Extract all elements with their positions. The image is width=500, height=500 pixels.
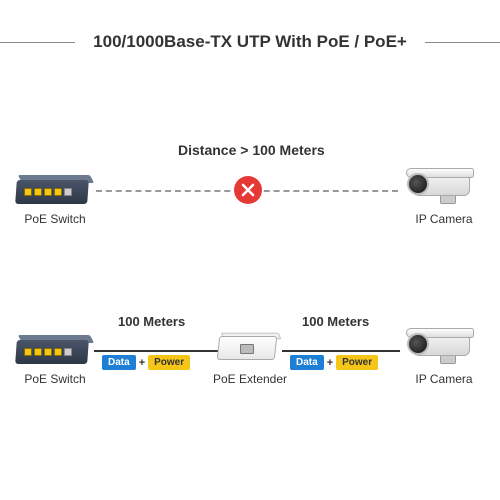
- diagram-title-row: 100/1000Base-TX UTP With PoE / PoE+: [0, 32, 500, 52]
- power-badge: Power: [148, 355, 190, 370]
- data-badge: Data: [290, 355, 324, 370]
- diagram-title: 100/1000Base-TX UTP With PoE / PoE+: [75, 32, 425, 52]
- plus-icon: +: [324, 357, 336, 369]
- distance-label: Distance > 100 Meters: [178, 142, 325, 158]
- poe-extender-icon: [218, 332, 282, 368]
- poe-extender-label: PoE Extender: [208, 372, 292, 386]
- segment-right-label: 100 Meters: [302, 314, 369, 329]
- segment-left-label: 100 Meters: [118, 314, 185, 329]
- poe-switch-icon: [16, 174, 94, 206]
- poe-switch-label: PoE Switch: [10, 212, 100, 226]
- ip-camera-label: IP Camera: [404, 372, 484, 386]
- ip-camera-icon: [400, 164, 478, 208]
- title-rule-left: [0, 42, 75, 43]
- ip-camera-icon: [400, 324, 478, 368]
- data-power-badges-right: Data+Power: [290, 354, 378, 372]
- cable-left: [94, 350, 218, 352]
- poe-switch-label: PoE Switch: [10, 372, 100, 386]
- cable-right: [282, 350, 400, 352]
- data-power-badges-left: Data+Power: [102, 354, 190, 372]
- fail-x-icon: [234, 176, 262, 204]
- plus-icon: +: [136, 357, 148, 369]
- power-badge: Power: [336, 355, 378, 370]
- poe-switch-icon: [16, 334, 94, 366]
- data-badge: Data: [102, 355, 136, 370]
- ip-camera-label: IP Camera: [404, 212, 484, 226]
- title-rule-right: [425, 42, 500, 43]
